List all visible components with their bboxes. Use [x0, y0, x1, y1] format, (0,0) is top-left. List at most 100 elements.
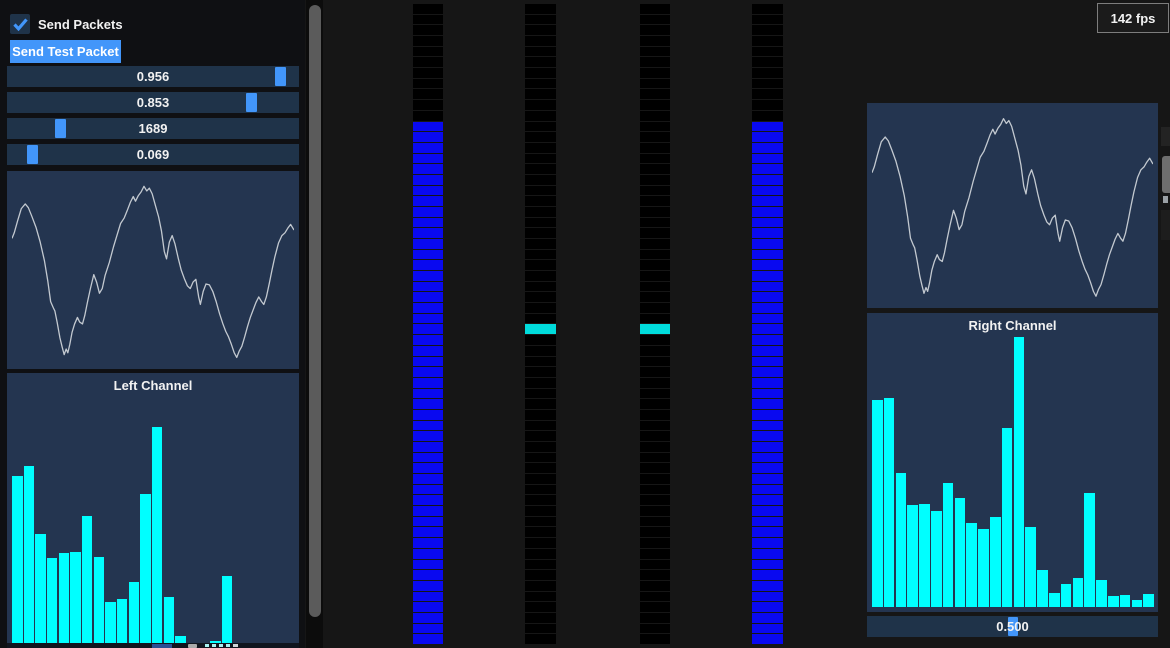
meter-segment	[525, 303, 556, 313]
meter-segment	[752, 153, 783, 164]
meter-segment	[413, 634, 443, 644]
send-packets-checkbox[interactable]	[10, 14, 30, 34]
cutoff-widget	[152, 643, 172, 648]
send-packets-label: Send Packets	[38, 17, 123, 32]
histogram-bar	[12, 476, 23, 643]
meter-segment	[413, 345, 443, 356]
meter-segment	[413, 367, 443, 377]
meter-segment	[640, 623, 670, 634]
histogram-bar	[942, 483, 954, 607]
slider-grab[interactable]	[1007, 617, 1018, 636]
right-channel-histogram: Right Channel	[867, 313, 1158, 612]
meter-segment	[640, 345, 670, 356]
left-waveform-plot	[7, 171, 299, 369]
meter-segment	[525, 591, 556, 602]
meter-segment	[413, 484, 443, 495]
meter-segment	[413, 591, 443, 602]
meter-segment	[752, 4, 783, 14]
param-slider-1[interactable]: 0.956	[7, 66, 299, 87]
meter-segment	[640, 463, 670, 474]
meter-segment	[640, 548, 670, 559]
meter-segment	[413, 57, 443, 68]
right-waveform-plot	[867, 103, 1158, 308]
slider-grab[interactable]	[55, 119, 67, 138]
meter-segment	[752, 14, 783, 25]
right-slider[interactable]: 0.500	[867, 616, 1158, 637]
scrollbar-track[interactable]	[306, 0, 323, 648]
meter-segment	[640, 4, 670, 14]
slider-grab[interactable]	[245, 93, 257, 112]
meter-segment	[640, 356, 670, 367]
meter-segment	[640, 132, 670, 142]
meter-segment	[413, 100, 443, 110]
histogram-bar	[990, 517, 1001, 607]
meter-segment	[640, 612, 670, 623]
meter-segment	[413, 580, 443, 591]
meter-segment	[752, 377, 783, 388]
meter-segment	[525, 484, 556, 495]
meter-segment	[752, 623, 783, 634]
meter-segment	[752, 612, 783, 623]
meter-segment	[752, 292, 783, 303]
meter-segment	[752, 431, 783, 441]
meter-segment	[525, 132, 556, 142]
meter-segment	[413, 89, 443, 100]
meter-segment	[413, 78, 443, 89]
send-test-packet-button[interactable]: Send Test Packet	[10, 40, 121, 63]
meter-segment	[413, 495, 443, 506]
meter-segment	[752, 335, 783, 345]
meter-segment	[640, 516, 670, 527]
histogram-bar	[1143, 594, 1154, 607]
histogram-bar	[163, 597, 175, 643]
meter-segment	[752, 78, 783, 89]
meter-segment	[640, 420, 670, 431]
meter-segment	[752, 399, 783, 409]
param-slider-4[interactable]: 0.069	[7, 144, 299, 165]
param-slider-2[interactable]: 0.853	[7, 92, 299, 113]
meter-segment	[640, 217, 670, 228]
meter-segment	[752, 345, 783, 356]
meter-segment	[525, 292, 556, 303]
right-edge-scrollbar-thumb[interactable]	[1162, 156, 1170, 193]
scrollbar-thumb[interactable]	[308, 5, 321, 617]
meter-segment	[640, 506, 670, 516]
cutoff-widget	[226, 644, 230, 647]
meter-segment	[640, 185, 670, 196]
meter-segment	[413, 409, 443, 420]
histogram-bar	[907, 505, 918, 607]
waveform-line	[872, 109, 1153, 302]
meter-segment	[413, 612, 443, 623]
param-slider-3[interactable]: 1689	[7, 118, 299, 139]
meter-segment	[413, 623, 443, 634]
waveform-line	[12, 177, 294, 363]
meter-segment	[640, 89, 670, 100]
meter-segment	[640, 313, 670, 324]
meter-segment	[752, 367, 783, 377]
meter-segment	[525, 516, 556, 527]
histogram-bar	[954, 498, 966, 607]
meter-segment	[525, 452, 556, 463]
meter-segment	[413, 260, 443, 271]
meter-segment	[640, 249, 670, 260]
slider-grab[interactable]	[27, 145, 39, 164]
meter-segment	[525, 110, 556, 121]
histogram-bar	[1084, 493, 1095, 607]
meter-segment	[640, 153, 670, 164]
meter-segment	[640, 399, 670, 409]
meter-segment	[640, 377, 670, 388]
meter-segment	[525, 356, 556, 367]
meter-segment	[525, 57, 556, 68]
meter-segment	[525, 260, 556, 271]
meter-segment	[640, 474, 670, 484]
meter-segment	[413, 602, 443, 612]
meter-segment	[413, 228, 443, 239]
packet-meter-3	[640, 0, 670, 648]
meter-segment	[525, 388, 556, 399]
meter-segment	[640, 452, 670, 463]
meter-segment	[413, 335, 443, 345]
meter-segment	[752, 548, 783, 559]
meter-segment	[752, 68, 783, 78]
meter-segment	[413, 132, 443, 142]
meter-segment	[525, 164, 556, 174]
slider-grab[interactable]	[274, 67, 286, 86]
